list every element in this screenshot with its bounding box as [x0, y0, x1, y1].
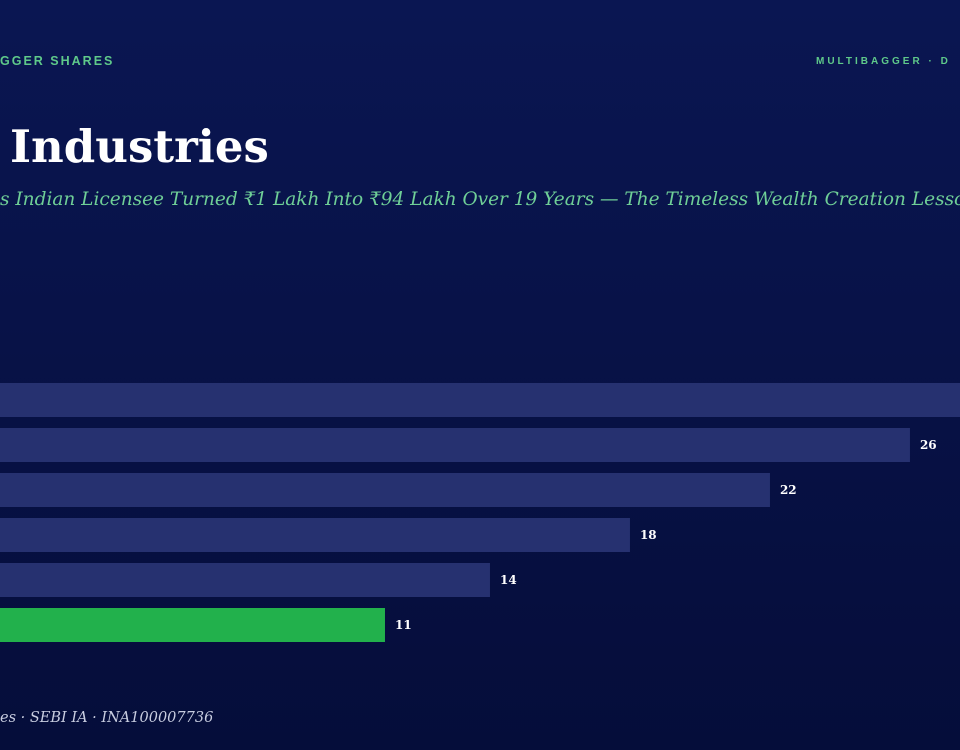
- tag: MULTIBAGGER · D: [816, 56, 951, 67]
- subtitle: s Indian Licensee Turned ₹1 Lakh Into ₹9…: [0, 189, 960, 210]
- title: Industries: [10, 120, 269, 173]
- bar: [0, 383, 960, 417]
- footer: es · SEBI IA · INA100007736: [0, 710, 213, 726]
- value-label: 14: [500, 573, 517, 587]
- value-label: 11: [395, 618, 412, 632]
- value-label: 22: [780, 483, 797, 497]
- bar: [0, 563, 490, 597]
- brand: GGER SHARES: [0, 54, 114, 68]
- bar-chart: 26 22 18 14 11: [0, 383, 960, 642]
- bar: [0, 608, 385, 642]
- bar: [0, 473, 770, 507]
- bar: [0, 428, 910, 462]
- value-label: 18: [640, 528, 657, 542]
- bar: [0, 518, 630, 552]
- value-label: 26: [920, 438, 937, 452]
